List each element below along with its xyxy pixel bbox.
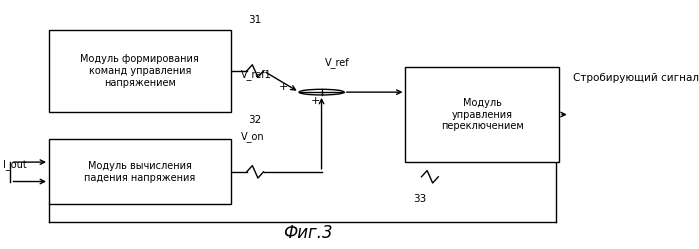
Ellipse shape — [299, 89, 344, 95]
Text: 32: 32 — [249, 115, 261, 124]
Text: I_out: I_out — [3, 159, 27, 170]
Text: V_ref: V_ref — [325, 57, 350, 68]
Bar — [49, 30, 231, 112]
Text: Модуль вычисления
падения напряжения: Модуль вычисления падения напряжения — [84, 161, 196, 183]
Text: Модуль формирования
команд управления
напряжением: Модуль формирования команд управления на… — [80, 54, 199, 88]
Bar — [49, 139, 231, 204]
Text: Стробирующий сигнал: Стробирующий сигнал — [573, 73, 699, 83]
Text: +: + — [279, 82, 289, 92]
Text: Модуль
управления
переключением: Модуль управления переключением — [441, 98, 524, 131]
Text: 33: 33 — [413, 194, 426, 204]
Text: V_ref1: V_ref1 — [241, 69, 272, 80]
Text: 31: 31 — [249, 15, 261, 25]
Text: Фиг.3: Фиг.3 — [283, 224, 332, 242]
Text: V_on: V_on — [241, 131, 265, 142]
Bar — [405, 67, 559, 162]
Text: +: + — [311, 96, 321, 106]
